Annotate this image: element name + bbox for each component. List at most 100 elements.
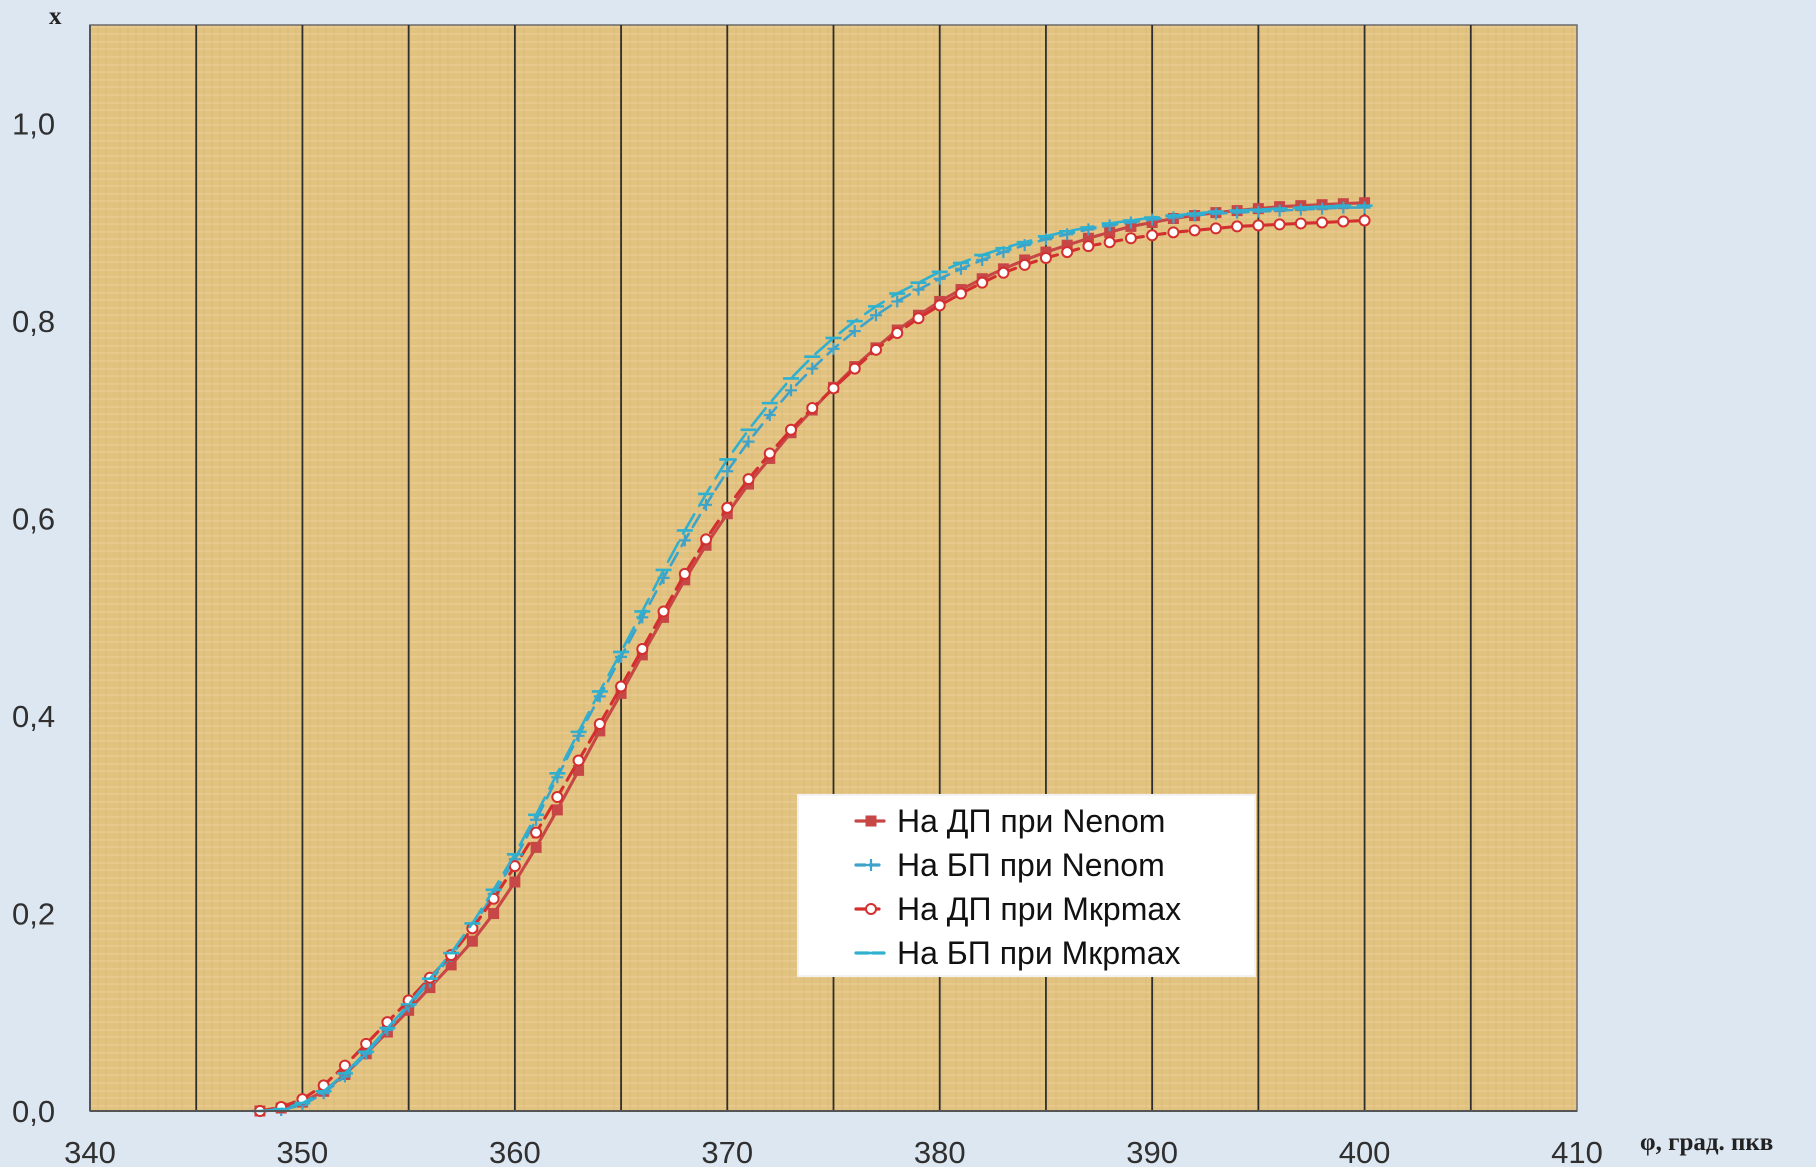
- series-2-point-28: [827, 342, 840, 355]
- series-3-point-14: [530, 826, 543, 839]
- series-1-point-13: [509, 876, 521, 888]
- series-2-point-52: [1337, 201, 1350, 214]
- series-3-point-22: [700, 533, 713, 546]
- x-tick-label-360: 360: [489, 1135, 541, 1167]
- series-3-point-46: [1209, 222, 1222, 235]
- series-3-point-6: [360, 1037, 373, 1050]
- series-3-point-30: [869, 343, 882, 356]
- series-2-point-43: [1146, 213, 1159, 226]
- x-tick-label-370: 370: [701, 1135, 753, 1167]
- x-tick-label-340: 340: [64, 1135, 116, 1167]
- series-3-point-5: [338, 1059, 351, 1072]
- series-3-point-49: [1273, 218, 1286, 231]
- legend: На ДП при Nenom На БП при Nenom На ДП при …: [797, 794, 1256, 977]
- series-3-point-48: [1252, 219, 1265, 232]
- series-2-point-46: [1209, 207, 1222, 220]
- series-3-point-21: [678, 567, 691, 580]
- series-3-point-50: [1294, 217, 1307, 230]
- series-2-point-30: [869, 309, 882, 322]
- legend-item-2: На БП при Nenom: [854, 847, 1165, 883]
- series-3-point-52: [1337, 215, 1350, 228]
- legend-item-1-point-marker: [865, 815, 877, 827]
- series-3-point-40: [1082, 240, 1095, 253]
- series-2-point-47: [1231, 206, 1244, 219]
- series-4: [251, 204, 1373, 1113]
- series-2-point-51: [1316, 202, 1329, 215]
- series-3-point-24: [742, 473, 755, 486]
- series-3-point-44: [1167, 226, 1180, 239]
- series-2-point-45: [1188, 209, 1201, 222]
- legend-item-1-label: На ДП при Nenom: [897, 803, 1165, 839]
- series-2-point-31: [891, 295, 904, 308]
- y-axis-title: x: [49, 3, 62, 30]
- y-tick-label-0-8: 0,8: [12, 304, 55, 339]
- series-2-point-33: [933, 272, 946, 285]
- series-3-point-53: [1358, 214, 1371, 227]
- x-tick-label-410: 410: [1551, 1135, 1603, 1167]
- series-3-point-18: [615, 680, 628, 693]
- series-1-point-15: [551, 804, 563, 816]
- y-tick-label-1: 1,0: [12, 107, 55, 142]
- series-3-point-26: [785, 423, 798, 436]
- series-3-point-45: [1188, 224, 1201, 237]
- series-2-point-24: [742, 435, 755, 448]
- series-3-point-25: [763, 447, 776, 460]
- series-3-point-32: [912, 312, 925, 325]
- series-3-point-42: [1124, 232, 1137, 245]
- series-2-point-23: [721, 465, 734, 478]
- series-3-point-15: [551, 791, 564, 804]
- series-2-point-50: [1294, 203, 1307, 216]
- legend-item-3-label: На ДП при Мкрmax: [897, 891, 1181, 927]
- series-2-point-53: [1358, 201, 1371, 214]
- series-3-point-47: [1231, 220, 1244, 233]
- series-2-point-32: [912, 283, 925, 296]
- legend-item-2-label: На БП при Nenom: [897, 847, 1165, 883]
- legend-item-4-label: На БП при Мкрmax: [897, 935, 1180, 971]
- series-3-point-33: [933, 299, 946, 312]
- legend-item-2-point-marker: [865, 859, 877, 871]
- legend-item-4: На БП при Мкрmax: [854, 935, 1180, 971]
- series-3-point-19: [636, 642, 649, 655]
- series-3-point-37: [1018, 258, 1031, 271]
- series-3-point-36: [997, 266, 1010, 279]
- series-2-point-44: [1167, 211, 1180, 224]
- series-3-point-16: [572, 754, 585, 767]
- series-3-point-29: [848, 362, 861, 375]
- series-3-point-27: [806, 402, 819, 415]
- series-2-point-42: [1124, 216, 1137, 229]
- series-layer: [251, 197, 1373, 1117]
- series-1-point-16: [573, 764, 585, 776]
- series-2-point-48: [1252, 205, 1265, 218]
- series-3-point-41: [1103, 236, 1116, 249]
- legend-item-3: На ДП при Мкрmax: [854, 891, 1181, 927]
- x-axis-title: φ, град. пкв: [1640, 1129, 1773, 1156]
- series-3-point-17: [593, 717, 606, 730]
- series-2-point-29: [848, 325, 861, 338]
- y-tick-label-0-4: 0,4: [12, 699, 55, 734]
- series-2-point-26: [785, 384, 798, 397]
- series-3: [253, 214, 1371, 1117]
- series-3-point-20: [657, 605, 670, 618]
- series-3-point-34: [954, 287, 967, 300]
- series-3-point-23: [721, 501, 734, 514]
- series-3-point-28: [827, 382, 840, 395]
- series-2-point-25: [763, 408, 776, 421]
- series-3-point-13: [508, 860, 521, 873]
- axes: 340 350 360 370 380 390 400 410 0,0 0,2 0,4 0,6 0,8 1…: [12, 25, 1603, 1167]
- series-2-point-49: [1273, 204, 1286, 217]
- series-1-point-14: [530, 841, 542, 853]
- y-tick-label-0: 0,0: [12, 1094, 55, 1129]
- x-tick-label-350: 350: [277, 1135, 329, 1167]
- x-tick-label-390: 390: [1126, 1135, 1178, 1167]
- series-3-point-31: [891, 327, 904, 340]
- series-3-point-38: [1039, 251, 1052, 264]
- series-1-point-11: [466, 935, 478, 947]
- x-tick-label-400: 400: [1339, 1135, 1391, 1167]
- legend-item-3-point-marker: [865, 903, 877, 915]
- series-2-point-21: [678, 534, 691, 547]
- y-tick-label-0-2: 0,2: [12, 897, 55, 932]
- legend-item-1: На ДП при Nenom: [854, 803, 1165, 839]
- series-1-point-12: [488, 908, 500, 920]
